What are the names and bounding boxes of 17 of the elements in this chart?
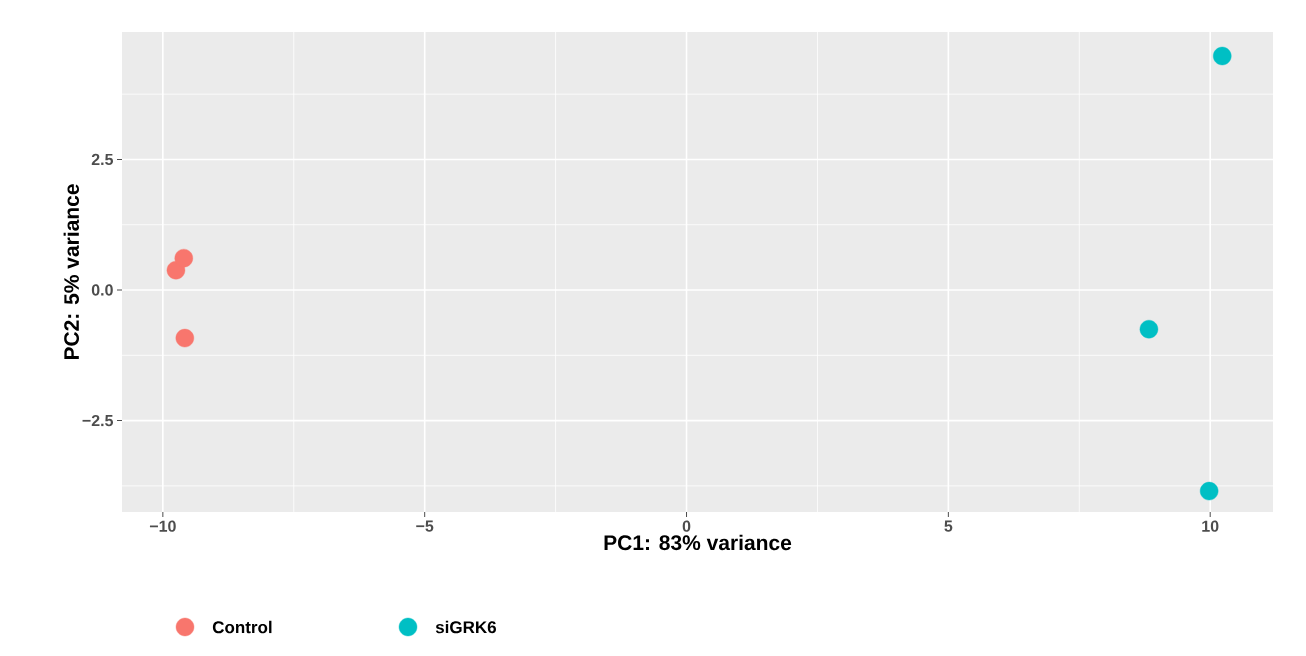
x-tick-label: 5	[944, 520, 953, 532]
y-tick-label: −2.5	[82, 414, 114, 427]
point	[175, 328, 195, 348]
x-tick-label: −5	[416, 520, 434, 532]
point	[1199, 481, 1219, 501]
x-tick-label: 10	[1202, 520, 1219, 532]
y-axis-title: PC2: 5% variance	[63, 184, 80, 360]
legend-label: siGRK6	[435, 620, 496, 634]
x-axis-title: PC1: 83% variance	[604, 534, 792, 551]
legend-label: Control	[212, 620, 272, 634]
y-tick-label: 0.0	[91, 284, 113, 296]
point	[1213, 46, 1232, 66]
x-tick-label: −10	[149, 520, 176, 532]
point	[174, 248, 193, 268]
point	[1139, 319, 1159, 339]
y-tick-label: 2.5	[91, 153, 114, 166]
x-tick-label: 0	[682, 520, 691, 532]
